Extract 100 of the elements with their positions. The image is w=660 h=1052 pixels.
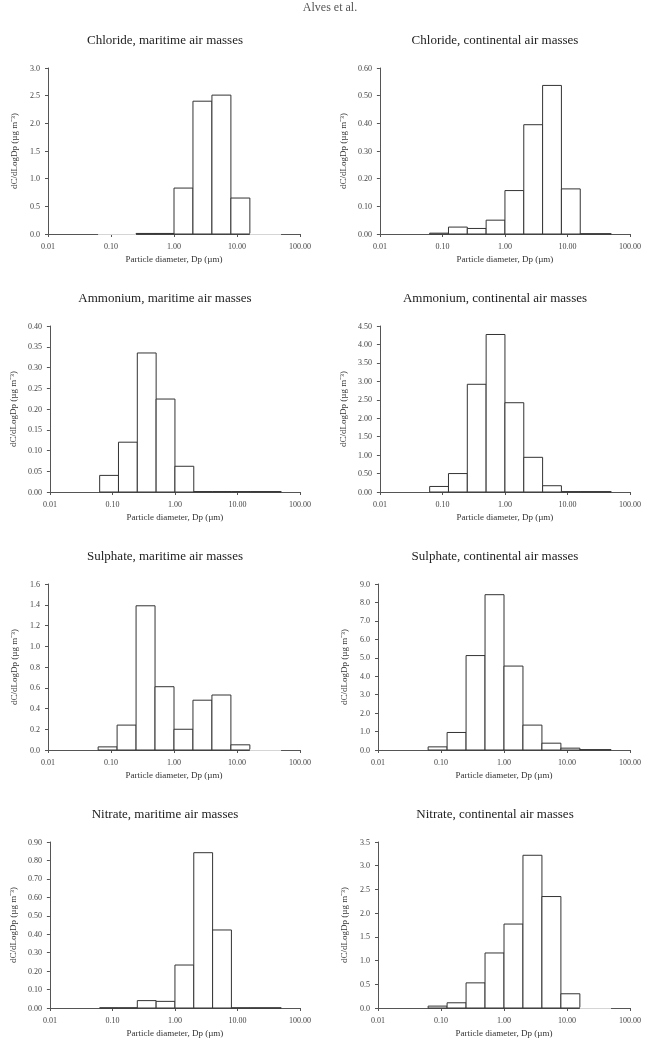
y-tick-label: 2.5 xyxy=(30,91,40,101)
y-tick-label: 2.0 xyxy=(360,908,370,918)
chart-title: Ammonium, maritime air masses xyxy=(78,290,252,305)
y-tick-label: 0.30 xyxy=(357,146,372,156)
y-tick-label: 2.50 xyxy=(357,395,372,405)
x-tick-label: 100.00 xyxy=(289,241,311,251)
x-tick-label: 0.10 xyxy=(104,757,118,767)
x-tick-label: 1.00 xyxy=(167,241,181,251)
x-tick-label: 1.00 xyxy=(497,241,512,251)
x-tick-label: 0.10 xyxy=(435,241,450,251)
x-tick-label: 100.00 xyxy=(619,499,641,509)
y-axis-title: dC/dLogDp (µg m⁻³) xyxy=(338,629,349,705)
y-tick-label: 0.5 xyxy=(30,201,40,211)
x-tick-label: 10.00 xyxy=(228,757,246,767)
y-tick-label: 0.15 xyxy=(27,425,42,435)
y-tick-label: 2.00 xyxy=(357,413,372,423)
chart-title: Nitrate, maritime air masses xyxy=(91,806,239,821)
y-tick-label: 0.90 xyxy=(27,837,42,847)
y-tick-label: 3.50 xyxy=(357,358,372,368)
x-tick-label: 0.01 xyxy=(371,1015,385,1025)
y-tick-label: 3.00 xyxy=(357,376,372,386)
y-tick-label: 0.50 xyxy=(27,911,42,921)
y-tick-label: 4.0 xyxy=(360,671,370,681)
x-tick-label: 0.10 xyxy=(104,241,118,251)
x-tick-label: 1.00 xyxy=(497,1015,511,1025)
y-tick-label: 1.00 xyxy=(357,450,372,460)
y-tick-label: 0.00 xyxy=(357,229,372,239)
y-tick-label: 0.10 xyxy=(357,201,372,211)
x-axis-title: Particle diameter, Dp (µm) xyxy=(126,512,224,523)
y-tick-label: 0.00 xyxy=(27,1003,42,1013)
y-tick-label: 0.20 xyxy=(357,174,372,184)
y-tick-label: 0.8 xyxy=(30,662,40,672)
y-tick-label: 4.50 xyxy=(357,321,372,331)
y-tick-label: 1.0 xyxy=(30,174,40,184)
x-axis-title: Particle diameter, Dp (µm) xyxy=(126,1028,224,1039)
y-axis-title: dC/dLogDp (µg m⁻³) xyxy=(337,113,348,189)
x-tick-label: 0.01 xyxy=(41,241,55,251)
x-tick-label: 0.01 xyxy=(42,1015,57,1025)
y-tick-label: 0.10 xyxy=(27,985,42,995)
y-tick-label: 3.5 xyxy=(360,837,370,847)
x-tick-label: 100.00 xyxy=(619,1015,641,1025)
chart-title: Chloride, maritime air masses xyxy=(87,32,243,47)
y-axis-title: dC/dLogDp (µg m⁻³) xyxy=(337,371,348,447)
x-tick-label: 100.00 xyxy=(289,757,311,767)
y-tick-label: 0.6 xyxy=(30,683,40,693)
x-tick-label: 1.00 xyxy=(497,499,512,509)
y-tick-label: 3.0 xyxy=(30,63,40,73)
y-tick-label: 2.5 xyxy=(360,884,370,894)
y-tick-label: 1.2 xyxy=(30,621,40,630)
y-tick-label: 0.50 xyxy=(357,91,372,101)
x-tick-label: 100.00 xyxy=(619,757,641,767)
y-tick-label: 0.30 xyxy=(27,363,42,372)
x-tick-label: 100.00 xyxy=(289,1015,311,1025)
x-axis-title: Particle diameter, Dp (µm) xyxy=(455,1028,553,1039)
y-tick-label: 0.4 xyxy=(30,704,40,713)
x-tick-label: 1.00 xyxy=(167,757,181,767)
x-axis-title: Particle diameter, Dp (µm) xyxy=(456,254,554,265)
x-tick-label: 0.01 xyxy=(371,757,385,767)
y-tick-label: 0.60 xyxy=(357,63,372,73)
x-tick-label: 0.10 xyxy=(105,499,120,509)
y-tick-label: 0.0 xyxy=(360,1003,370,1013)
y-tick-label: 0.30 xyxy=(27,948,42,958)
x-tick-label: 100.00 xyxy=(619,241,641,251)
y-tick-label: 1.0 xyxy=(360,727,370,737)
y-axis-title: dC/dLogDp (µg m⁻³) xyxy=(7,371,18,447)
y-tick-label: 0.20 xyxy=(27,966,42,976)
y-tick-label: 0.25 xyxy=(27,383,42,393)
y-tick-label: 0.5 xyxy=(360,979,370,989)
y-tick-label: 0.20 xyxy=(27,404,42,414)
y-tick-label: 1.6 xyxy=(30,579,40,589)
x-tick-label: 10.00 xyxy=(558,499,577,509)
chart-title: Sulphate, maritime air masses xyxy=(87,548,243,563)
y-tick-label: 1.0 xyxy=(360,956,370,966)
x-tick-label: 10.00 xyxy=(558,241,577,251)
x-tick-label: 100.00 xyxy=(289,499,311,509)
chart-title: Chloride, continental air masses xyxy=(411,32,579,47)
y-tick-label: 1.5 xyxy=(360,932,370,942)
y-tick-label: 0.60 xyxy=(27,892,42,902)
x-tick-label: 0.01 xyxy=(372,499,387,509)
y-tick-label: 0.10 xyxy=(27,446,42,455)
y-tick-label: 1.0 xyxy=(30,641,40,651)
y-axis-title: dC/dLogDp (µg m⁻³) xyxy=(338,887,349,963)
x-tick-label: 0.01 xyxy=(42,499,57,509)
x-tick-label: 0.10 xyxy=(105,1015,120,1025)
x-tick-label: 0.10 xyxy=(435,499,450,509)
chart-title: Ammonium, continental air masses xyxy=(402,290,588,305)
y-tick-label: 1.5 xyxy=(30,146,40,156)
y-tick-label: 0.40 xyxy=(27,321,42,331)
y-tick-label: 0.0 xyxy=(360,745,370,755)
y-axis-title: dC/dLogDp (µg m⁻³) xyxy=(8,629,19,705)
y-tick-label: 0.0 xyxy=(30,745,40,755)
y-tick-label: 0.80 xyxy=(27,855,42,865)
y-tick-label: 6.0 xyxy=(360,634,370,644)
y-tick-label: 4.00 xyxy=(357,339,372,349)
y-tick-label: 0.40 xyxy=(27,929,42,939)
x-tick-label: 0.01 xyxy=(41,757,55,767)
x-axis-title: Particle diameter, Dp (µm) xyxy=(125,254,223,265)
y-tick-label: 1.50 xyxy=(357,432,372,442)
text: Alves et al. xyxy=(301,0,359,15)
x-axis-title: Particle diameter, Dp (µm) xyxy=(455,770,553,781)
